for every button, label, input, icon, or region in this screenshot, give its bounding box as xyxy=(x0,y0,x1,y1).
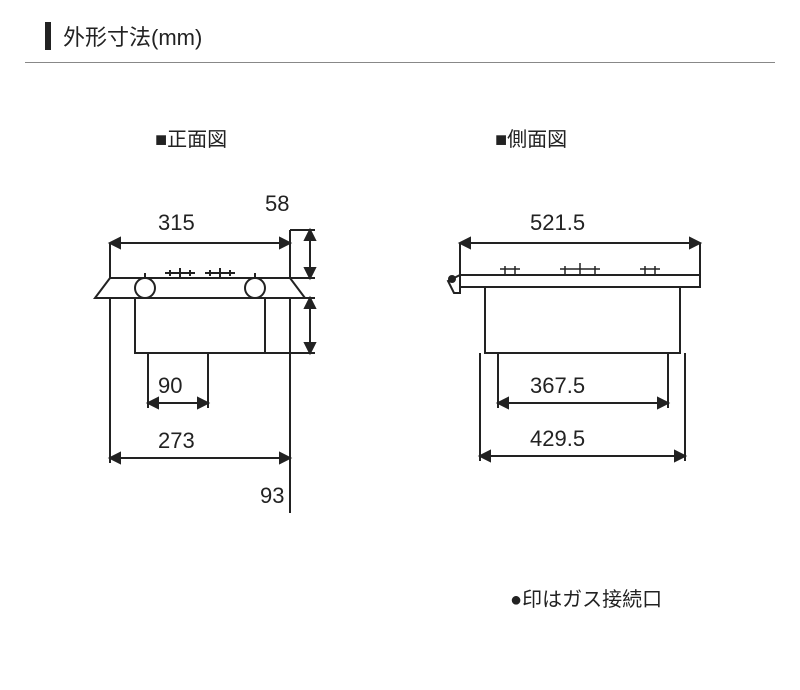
side-view-drawing xyxy=(448,238,700,461)
technical-drawing-svg xyxy=(0,63,800,613)
diagram-area: ■正面図 ■側面図 315 58 90 273 93 521.5 367.5 4… xyxy=(0,63,800,613)
front-view-drawing xyxy=(95,230,315,513)
header: 外形寸法(mm) xyxy=(25,0,775,63)
gas-connection-note: ●印はガス接続口 xyxy=(510,583,662,612)
page-title: 外形寸法(mm) xyxy=(63,20,202,52)
gas-connection-icon xyxy=(449,276,455,282)
header-accent-bar xyxy=(45,22,51,50)
